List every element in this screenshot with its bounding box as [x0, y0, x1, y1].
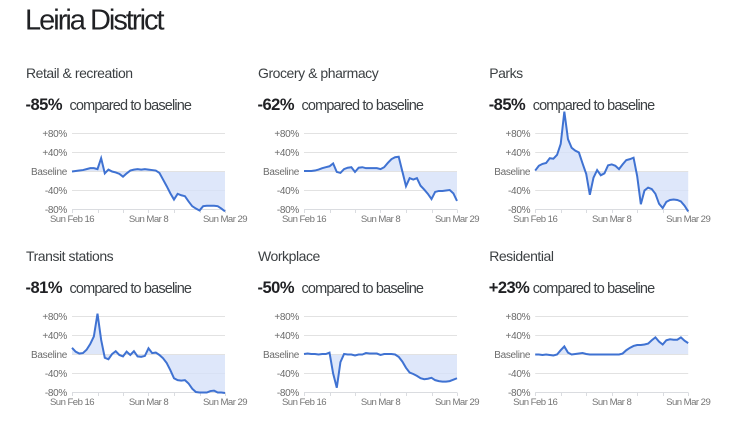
- svg-text:+80%: +80%: [274, 129, 299, 140]
- svg-text:+80%: +80%: [42, 129, 67, 140]
- svg-text:Baseline: Baseline: [31, 167, 68, 178]
- svg-text:Sun Mar 8: Sun Mar 8: [129, 397, 169, 408]
- svg-text:Sun Mar 8: Sun Mar 8: [129, 214, 169, 225]
- svg-text:+40%: +40%: [274, 331, 299, 342]
- svg-text:Sun Feb 16: Sun Feb 16: [282, 397, 326, 408]
- svg-text:-85%: -85%: [489, 96, 526, 114]
- svg-text:compared to baseline: compared to baseline: [302, 98, 424, 114]
- svg-text:Sun Mar 29: Sun Mar 29: [435, 214, 479, 225]
- svg-text:+40%: +40%: [42, 148, 67, 159]
- svg-text:Sun Mar 8: Sun Mar 8: [361, 214, 401, 225]
- svg-text:Sun Feb 16: Sun Feb 16: [513, 397, 557, 408]
- svg-text:Transit stations: Transit stations: [26, 248, 114, 264]
- svg-text:Baseline: Baseline: [263, 167, 300, 178]
- svg-text:Sun Feb 16: Sun Feb 16: [513, 214, 557, 225]
- svg-text:Sun Mar 8: Sun Mar 8: [592, 397, 632, 408]
- svg-text:Sun Mar 29: Sun Mar 29: [666, 214, 710, 225]
- svg-text:Sun Mar 8: Sun Mar 8: [592, 214, 632, 225]
- svg-text:+40%: +40%: [506, 331, 531, 342]
- svg-text:Leiria District: Leiria District: [25, 5, 165, 37]
- svg-text:Sun Mar 29: Sun Mar 29: [203, 214, 247, 225]
- svg-text:-80%: -80%: [45, 205, 68, 216]
- svg-text:+40%: +40%: [274, 148, 299, 159]
- svg-text:+80%: +80%: [506, 129, 531, 140]
- svg-text:Baseline: Baseline: [263, 350, 300, 361]
- svg-text:-40%: -40%: [508, 186, 531, 197]
- svg-text:compared to baseline: compared to baseline: [70, 281, 192, 297]
- svg-text:Sun Feb 16: Sun Feb 16: [50, 214, 94, 225]
- svg-text:+40%: +40%: [506, 148, 531, 159]
- svg-text:-62%: -62%: [258, 96, 295, 114]
- svg-text:compared to baseline: compared to baseline: [70, 98, 192, 114]
- svg-text:Baseline: Baseline: [31, 350, 68, 361]
- svg-text:Sun Mar 29: Sun Mar 29: [435, 397, 479, 408]
- svg-text:+40%: +40%: [42, 331, 67, 342]
- svg-text:-80%: -80%: [277, 205, 300, 216]
- svg-text:Sun Mar 29: Sun Mar 29: [666, 397, 710, 408]
- svg-text:-80%: -80%: [277, 388, 300, 399]
- svg-text:Sun Mar 29: Sun Mar 29: [203, 397, 247, 408]
- svg-text:-80%: -80%: [508, 205, 531, 216]
- svg-text:-80%: -80%: [45, 388, 68, 399]
- svg-text:-50%: -50%: [258, 279, 295, 297]
- svg-text:compared to baseline: compared to baseline: [533, 281, 655, 297]
- svg-text:Grocery & pharmacy: Grocery & pharmacy: [258, 65, 379, 81]
- svg-text:-40%: -40%: [277, 369, 300, 380]
- svg-text:-40%: -40%: [45, 369, 68, 380]
- svg-text:Baseline: Baseline: [494, 350, 531, 361]
- svg-text:+80%: +80%: [42, 312, 67, 323]
- svg-text:Workplace: Workplace: [258, 248, 320, 264]
- svg-text:-81%: -81%: [26, 279, 63, 297]
- svg-text:Sun Feb 16: Sun Feb 16: [50, 397, 94, 408]
- svg-text:-40%: -40%: [277, 186, 300, 197]
- svg-text:-40%: -40%: [45, 186, 68, 197]
- svg-text:Parks: Parks: [489, 65, 523, 81]
- svg-text:+23%: +23%: [489, 279, 530, 297]
- svg-text:compared to baseline: compared to baseline: [533, 98, 655, 114]
- svg-text:Sun Feb 16: Sun Feb 16: [282, 214, 326, 225]
- svg-text:+80%: +80%: [506, 312, 531, 323]
- svg-text:+80%: +80%: [274, 312, 299, 323]
- svg-text:Residential: Residential: [489, 248, 554, 264]
- svg-text:Retail & recreation: Retail & recreation: [26, 65, 133, 81]
- svg-text:compared to baseline: compared to baseline: [302, 281, 424, 297]
- svg-text:Sun Mar 8: Sun Mar 8: [361, 397, 401, 408]
- svg-text:Baseline: Baseline: [494, 167, 531, 178]
- svg-text:-80%: -80%: [508, 388, 531, 399]
- svg-text:-85%: -85%: [26, 96, 63, 114]
- svg-text:-40%: -40%: [508, 369, 531, 380]
